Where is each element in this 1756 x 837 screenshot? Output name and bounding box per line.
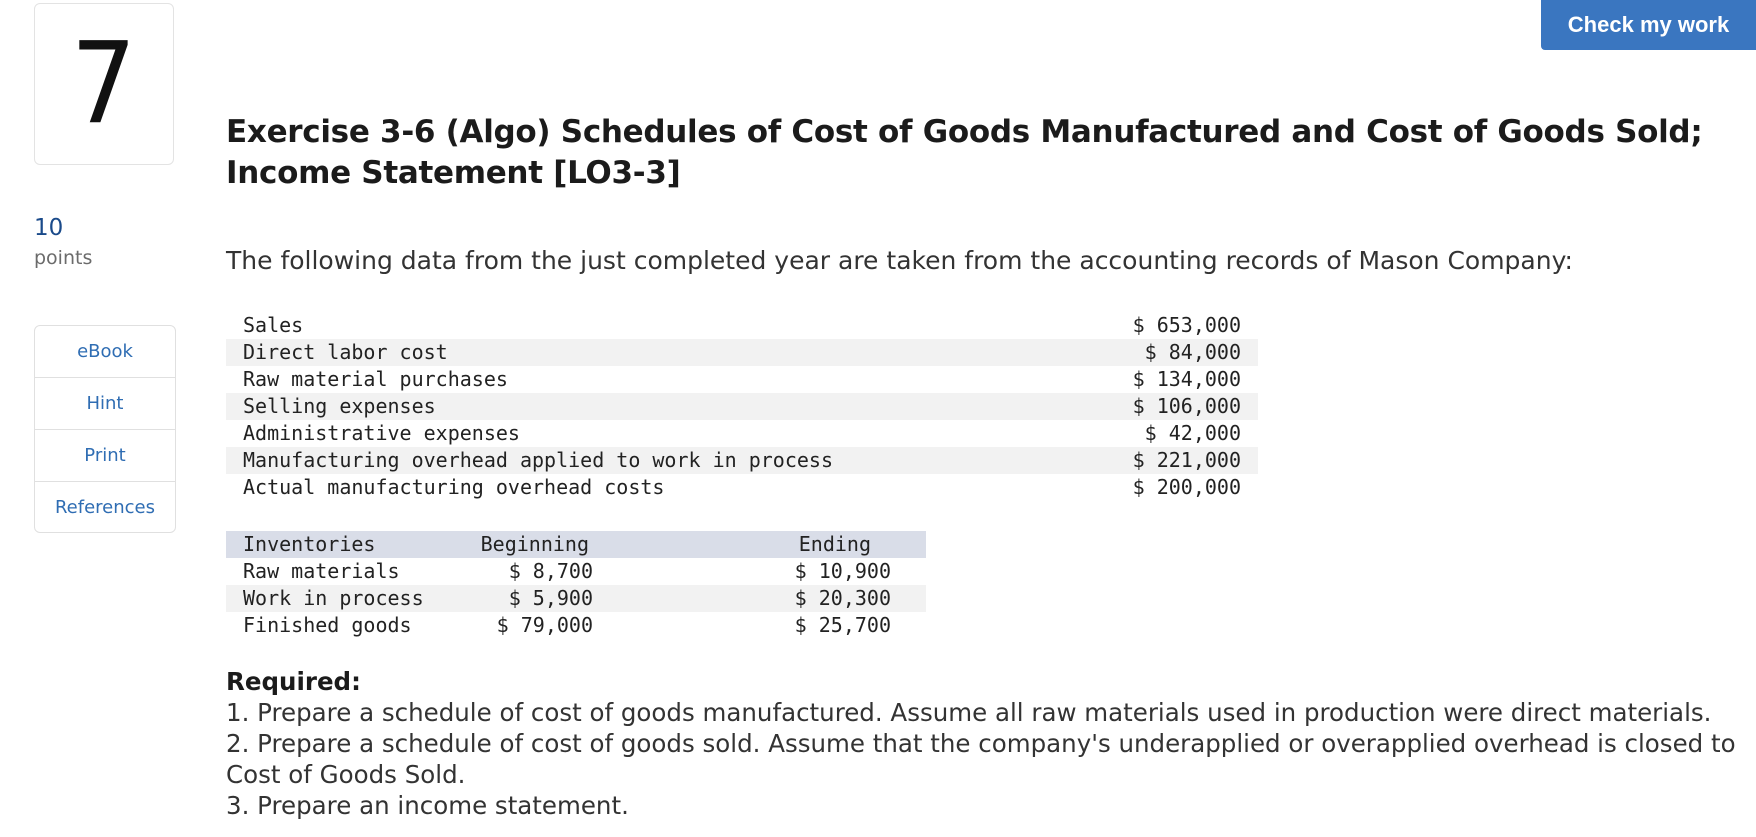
question-number: 7 [71,19,137,149]
inventory-beginning: $ 8,700 [508,559,593,583]
references-link[interactable]: References [54,496,156,518]
side-menu: eBook Hint Print References [34,325,176,533]
row-label: Administrative expenses [243,421,520,445]
points-value: 10 [34,215,64,241]
column-header-ending: Ending [798,532,871,556]
row-value: $ 84,000 [1144,340,1241,364]
column-header-inventories: Inventories [243,532,376,556]
row-label: Direct labor cost [243,340,448,364]
points-label: points [34,247,93,269]
required-heading: Required: [226,667,361,696]
data-table: Sales $ 653,000 Direct labor cost $ 84,0… [226,312,1258,501]
inventory-name: Finished goods [243,613,412,637]
required-item: 2. Prepare a schedule of cost of goods s… [226,729,1736,789]
table-row: Direct labor cost $ 84,000 [226,339,1258,366]
row-label: Selling expenses [243,394,436,418]
inventory-ending: $ 20,300 [794,586,891,610]
hint-link[interactable]: Hint [35,378,175,430]
table-row: Administrative expenses $ 42,000 [226,420,1258,447]
row-value: $ 42,000 [1144,421,1241,445]
required-item: 3. Prepare an income statement. [226,791,629,820]
row-label: Manufacturing overhead applied to work i… [243,448,834,472]
row-value: $ 106,000 [1132,394,1241,418]
table-row: Work in process $ 5,900 $ 20,300 [226,585,926,612]
row-value: $ 200,000 [1132,475,1241,499]
row-value: $ 653,000 [1132,313,1241,337]
check-my-work-button[interactable]: Check my work [1541,0,1756,50]
intro-text: The following data from the just complet… [226,246,1573,275]
exercise-title: Exercise 3-6 (Algo) Schedules of Cost of… [226,114,1703,191]
question-number-box: 7 [34,3,174,165]
required-section: Required: 1. Prepare a schedule of cost … [226,666,1751,821]
row-label: Sales [243,313,304,337]
inventory-beginning: $ 79,000 [496,613,593,637]
table-row: Manufacturing overhead applied to work i… [226,447,1258,474]
inventory-beginning: $ 5,900 [508,586,593,610]
inventory-name: Raw materials [243,559,400,583]
row-label: Actual manufacturing overhead costs [243,475,665,499]
table-header-row: Inventories Beginning Ending [226,531,926,558]
table-row: Raw materials $ 8,700 $ 10,900 [226,558,926,585]
row-label: Raw material purchases [243,367,508,391]
ebook-link[interactable]: eBook [35,326,175,378]
inventory-name: Work in process [243,586,424,610]
row-value: $ 134,000 [1132,367,1241,391]
table-row: Raw material purchases $ 134,000 [226,366,1258,393]
table-row: Actual manufacturing overhead costs $ 20… [226,474,1258,501]
table-row: Selling expenses $ 106,000 [226,393,1258,420]
inventory-ending: $ 25,700 [794,613,891,637]
table-row: Finished goods $ 79,000 $ 25,700 [226,612,926,639]
column-header-beginning: Beginning [480,532,589,556]
table-row: Sales $ 653,000 [226,312,1258,339]
required-item: 1. Prepare a schedule of cost of goods m… [226,698,1712,727]
inventory-table: Inventories Beginning Ending Raw materia… [226,531,926,639]
print-link[interactable]: Print [35,430,175,482]
inventory-ending: $ 10,900 [794,559,891,583]
row-value: $ 221,000 [1132,448,1241,472]
